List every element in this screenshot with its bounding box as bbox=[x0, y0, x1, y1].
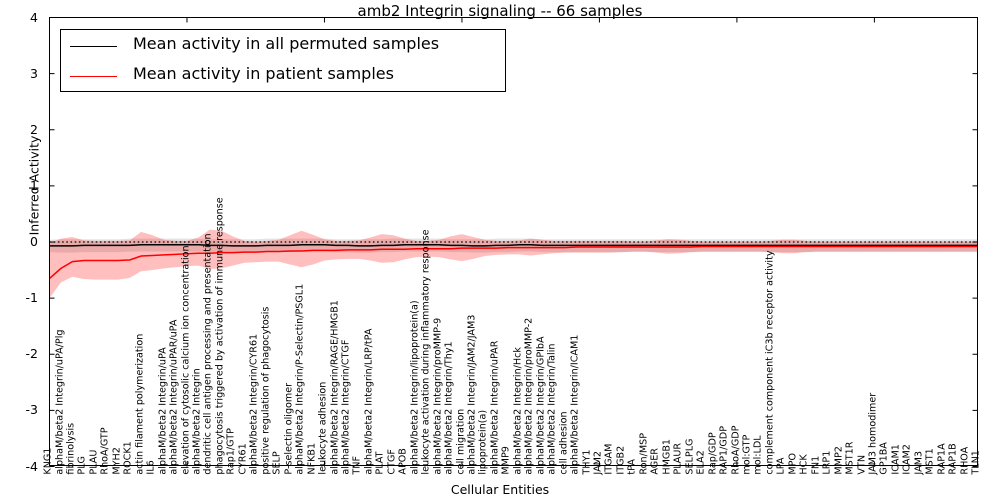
y-tick-label: -2 bbox=[25, 346, 38, 362]
y-tick-label: 3 bbox=[30, 65, 38, 81]
legend-label-patient: Mean activity in patient samples bbox=[133, 64, 394, 83]
y-tick-label: 1 bbox=[30, 177, 38, 193]
y-tick-label: -1 bbox=[25, 290, 38, 306]
legend-swatch-patient bbox=[70, 76, 117, 77]
y-tick-label: 0 bbox=[30, 234, 38, 249]
legend-label-permuted: Mean activity in all permuted samples bbox=[133, 34, 440, 53]
axes-frame bbox=[49, 17, 978, 466]
legend-entry-permuted: Mean activity in all permuted samples bbox=[61, 33, 505, 60]
y-tick-label: 2 bbox=[30, 121, 38, 137]
x-axis-label: Cellular Entities bbox=[450, 482, 550, 497]
y-tick-label: -3 bbox=[25, 402, 38, 418]
line-permuted bbox=[49, 244, 978, 247]
legend: Mean activity in all permuted samples Me… bbox=[60, 29, 506, 92]
chart-title: amb2 Integrin signaling -- 66 samples bbox=[357, 2, 643, 20]
y-tick-label: 4 bbox=[30, 9, 38, 25]
legend-swatch-permuted bbox=[70, 46, 117, 47]
line-patient bbox=[49, 245, 978, 280]
y-tick-label: -4 bbox=[25, 458, 38, 474]
legend-entry-patient: Mean activity in patient samples bbox=[61, 63, 505, 90]
